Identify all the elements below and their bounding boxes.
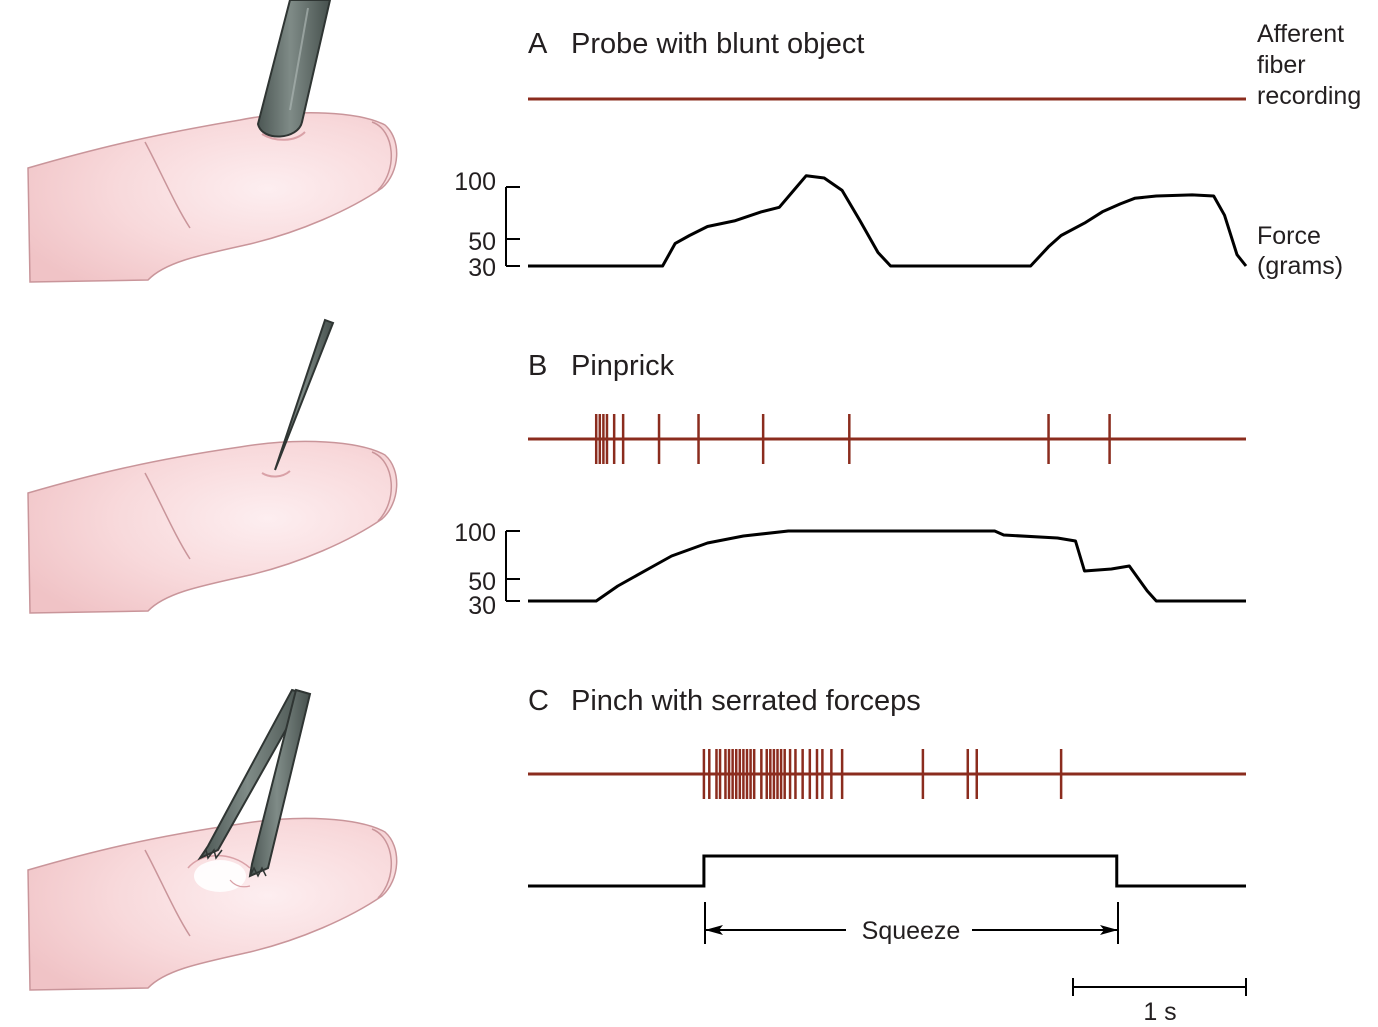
afferent-label-line-1: Afferent [1257, 20, 1344, 48]
panel-a-title-text: Probe with blunt object [571, 28, 864, 60]
axis-tick-label: 30 [468, 254, 496, 282]
panel-b-title: B Pinprick [528, 350, 675, 382]
panel-a-title: A Probe with blunt object [528, 28, 864, 60]
squeeze-label: Squeeze [862, 917, 961, 945]
panel-b-force-axis: 100 50 30 [454, 519, 520, 620]
finger-skin [27, 440, 398, 614]
skin-dimple [261, 131, 306, 141]
panel-c-title-text: Pinch with serrated forceps [571, 685, 921, 717]
finger-illustration-a [27, 0, 398, 283]
axis-tick-label: 50 [468, 568, 496, 596]
panel-c-force-trace [528, 854, 1246, 888]
serrated-forceps-icon [197, 688, 312, 878]
blunt-probe-icon [256, 0, 332, 138]
fingernail [371, 828, 392, 899]
knuckle-crease [144, 472, 191, 560]
finger-illustration-c [27, 688, 398, 991]
panel-b-afferent-recording [528, 414, 1246, 464]
knuckle-crease [144, 141, 191, 229]
knuckle-crease [144, 849, 191, 937]
panel-a-letter: A [528, 28, 548, 60]
fingernail [371, 451, 392, 522]
axis-tick-label: 50 [468, 228, 496, 256]
axis-tick-label: 100 [454, 519, 496, 547]
panel-a-force-trace [528, 174, 1248, 268]
pin-icon [274, 318, 335, 471]
afferent-label-line-2: fiber [1257, 51, 1306, 79]
panel-b-title-text: Pinprick [571, 350, 675, 382]
squeeze-annotation: Squeeze [704, 902, 1119, 945]
finger-illustration-b [27, 318, 398, 614]
panel-b-force-trace [528, 529, 1246, 603]
panel-c-title: C Pinch with serrated forceps [528, 685, 921, 717]
panel-b-letter: B [528, 350, 547, 382]
finger-skin [27, 817, 398, 991]
pinched-skin [194, 860, 246, 892]
time-scale-bar: 1 s [1072, 978, 1247, 1026]
force-label-line-1: Force [1257, 222, 1321, 250]
skin-dimple [261, 470, 291, 478]
finger-skin [27, 112, 398, 283]
panel-c-letter: C [528, 685, 549, 717]
panel-c-afferent-recording [528, 749, 1246, 799]
axis-tick-label: 100 [454, 168, 496, 196]
force-label-line-2: (grams) [1257, 252, 1343, 280]
axis-tick-label: 30 [468, 592, 496, 620]
scale-bar-label: 1 s [1143, 998, 1176, 1026]
panel-a-force-axis: 100 50 30 [454, 168, 520, 282]
fingernail [371, 121, 392, 191]
afferent-label-line-3: recording [1257, 82, 1361, 110]
